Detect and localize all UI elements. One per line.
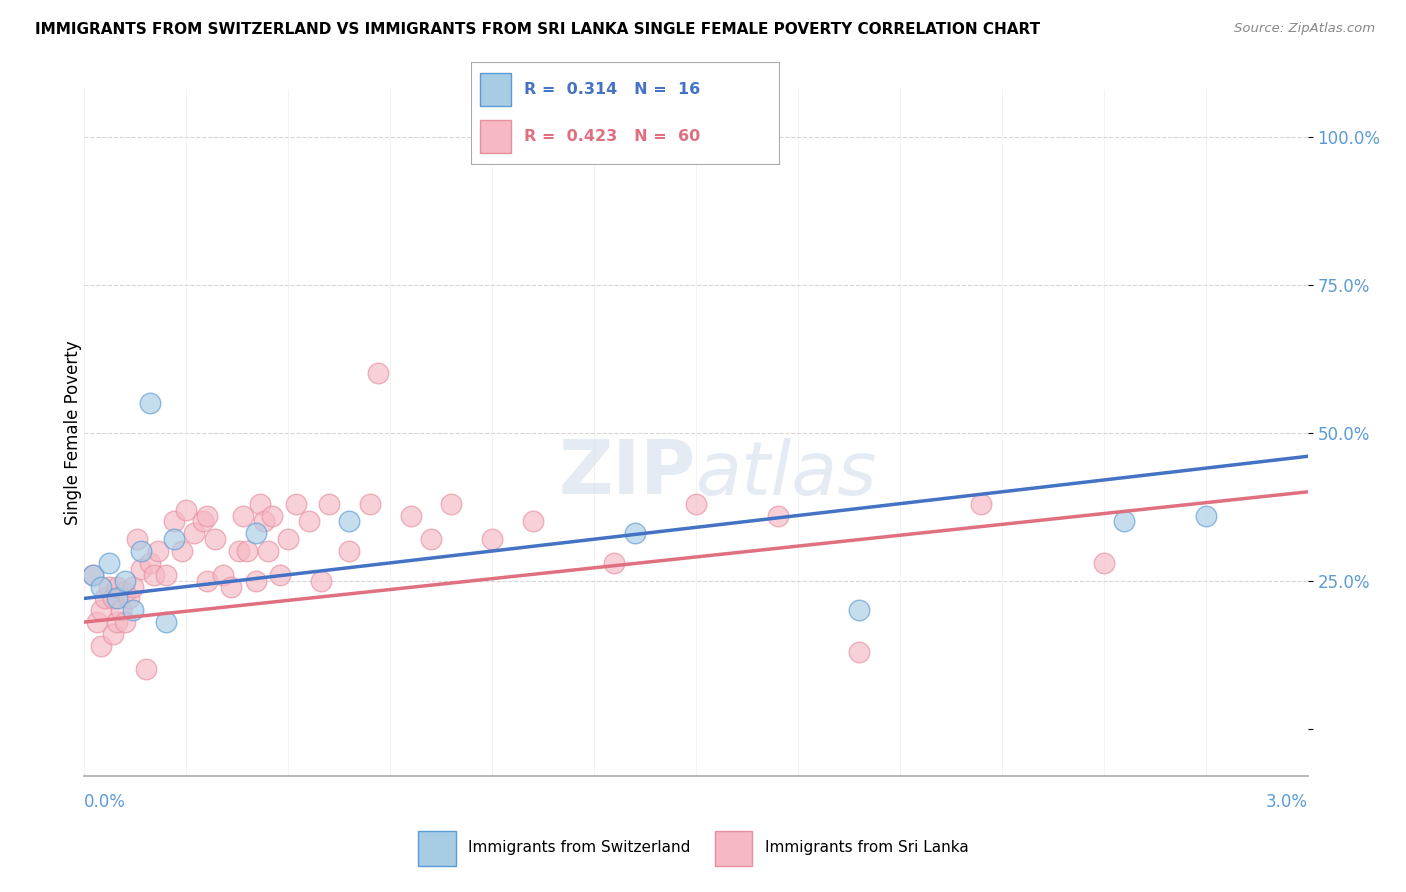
Point (127, 532, 149, 546)
Point (253, 515, 276, 529)
Point (1092, 556, 1115, 570)
Point (122, 603, 145, 617)
Point (90, 603, 112, 617)
Bar (716, 831, 752, 866)
Point (191, 515, 214, 529)
Text: R =  0.314   N =  16: R = 0.314 N = 16 (523, 81, 700, 96)
Point (481, 532, 503, 546)
Point (236, 544, 259, 558)
Point (228, 544, 250, 558)
Point (101, 591, 124, 606)
Bar (481, 73, 512, 105)
Point (174, 502, 197, 516)
Point (269, 567, 291, 582)
Point (86, 615, 108, 629)
Point (399, 508, 422, 523)
Point (522, 515, 544, 529)
Point (339, 515, 360, 529)
Point (114, 585, 136, 599)
Point (97, 556, 120, 570)
Point (440, 497, 463, 511)
Point (245, 574, 267, 588)
Point (114, 574, 136, 588)
Point (766, 508, 789, 523)
Point (82, 567, 104, 582)
Point (183, 526, 205, 541)
Point (163, 532, 186, 546)
Point (367, 367, 389, 381)
Point (285, 497, 308, 511)
Point (245, 526, 267, 541)
Point (603, 556, 626, 570)
Point (848, 603, 870, 617)
Point (204, 532, 226, 546)
Point (257, 544, 280, 558)
Point (163, 515, 186, 529)
Point (359, 497, 381, 511)
Point (131, 544, 153, 558)
Point (212, 567, 235, 582)
Point (122, 580, 145, 594)
Point (118, 591, 141, 606)
Point (309, 574, 332, 588)
Point (277, 532, 299, 546)
Point (90, 639, 112, 653)
Point (624, 526, 647, 541)
Point (97, 580, 120, 594)
Text: R =  0.423   N =  60: R = 0.423 N = 60 (523, 128, 700, 144)
Text: IMMIGRANTS FROM SWITZERLAND VS IMMIGRANTS FROM SRI LANKA SINGLE FEMALE POVERTY C: IMMIGRANTS FROM SWITZERLAND VS IMMIGRANT… (35, 22, 1040, 37)
Point (1112, 515, 1135, 529)
Point (298, 515, 321, 529)
Y-axis label: Single Female Poverty: Single Female Poverty (65, 341, 82, 524)
Point (195, 508, 218, 523)
Point (135, 663, 157, 677)
Point (685, 497, 707, 511)
Text: ZIP: ZIP (558, 437, 696, 510)
Point (970, 497, 993, 511)
Point (142, 567, 165, 582)
Point (318, 497, 340, 511)
Point (155, 615, 177, 629)
Point (219, 580, 242, 594)
Point (105, 615, 128, 629)
Text: 0.0%: 0.0% (84, 793, 127, 811)
Point (82, 567, 104, 582)
Point (260, 508, 283, 523)
Point (249, 497, 271, 511)
Point (105, 580, 128, 594)
Point (93, 591, 115, 606)
Point (114, 615, 136, 629)
Point (339, 544, 360, 558)
Point (848, 645, 870, 659)
Point (138, 556, 160, 570)
Point (195, 574, 218, 588)
Text: atlas: atlas (696, 438, 877, 510)
Point (232, 508, 254, 523)
Point (146, 544, 169, 558)
Point (420, 532, 443, 546)
Point (101, 627, 124, 641)
Bar (419, 831, 456, 866)
Text: Source: ZipAtlas.com: Source: ZipAtlas.com (1234, 22, 1375, 36)
Point (105, 591, 128, 606)
Point (110, 603, 132, 617)
Point (138, 396, 160, 410)
Bar (481, 120, 512, 153)
Text: Immigrants from Switzerland: Immigrants from Switzerland (468, 840, 690, 855)
Point (131, 562, 153, 576)
Text: 3.0%: 3.0% (1265, 793, 1308, 811)
Point (1195, 508, 1218, 523)
Point (172, 544, 194, 558)
Point (90, 580, 112, 594)
Point (155, 567, 177, 582)
Text: Immigrants from Sri Lanka: Immigrants from Sri Lanka (765, 840, 969, 855)
